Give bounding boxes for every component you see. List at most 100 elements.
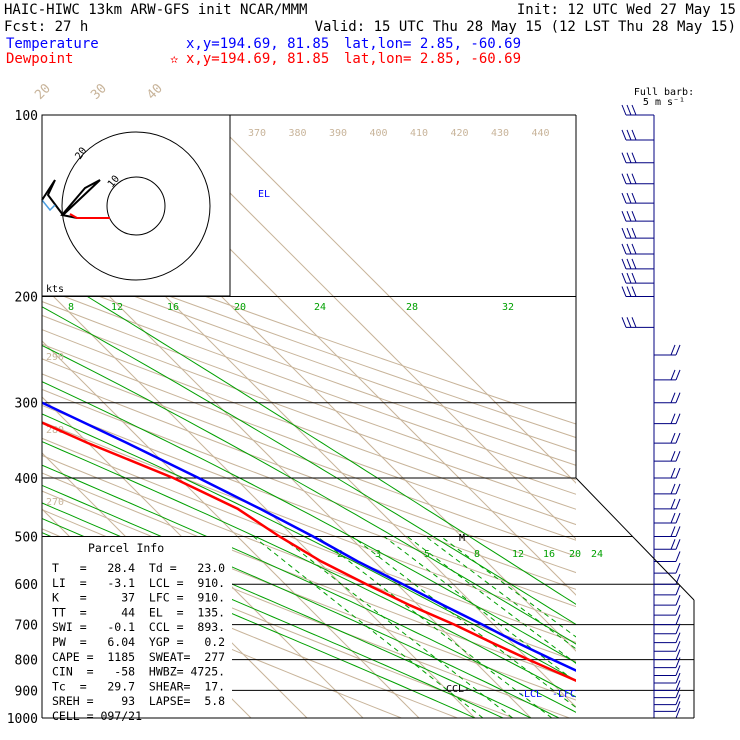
wind-barb-feather <box>626 152 632 163</box>
wind-barb-feather <box>670 432 676 444</box>
pressure-tick-label: 1000 <box>7 712 38 727</box>
parcel-info-box: Parcel Info T = 28.4 Td = 23.0LI = -3.1 … <box>42 537 232 723</box>
dry-adiabat-line <box>42 373 576 574</box>
wind-barb-feather <box>626 192 632 204</box>
wind-barb-feather <box>631 192 637 204</box>
wind-barb-feather <box>675 467 681 479</box>
init-time: Init: 12 UTC Wed 27 May 15 <box>517 2 736 18</box>
wind-barb-feather <box>675 680 681 691</box>
lfc-marker-label: -LFC <box>552 689 576 700</box>
theta-label: 380 <box>289 128 307 139</box>
parcel-info-title: Parcel Info <box>88 541 164 555</box>
wind-barb-feather <box>675 623 681 634</box>
wind-barb-feather <box>675 539 681 550</box>
wind-barb-feather <box>631 129 637 141</box>
dewpoint-xy: x,y=194.69, 81.85 <box>186 51 329 67</box>
wind-barb-feather <box>670 512 676 524</box>
wind-barb-feather <box>621 317 627 328</box>
parcel-info-row: SREH = 93 LAPSE= 5.8 <box>52 694 225 708</box>
mixing-ratio-label: 12 <box>111 302 123 313</box>
wind-barb-feather <box>675 498 681 510</box>
level-markers: EL -LCL -LFC CCL- M <box>258 189 576 700</box>
mixing-ratio-label: 8 <box>68 302 74 313</box>
wind-barb-column <box>621 104 681 719</box>
ccl-marker-label: CCL- <box>446 684 470 695</box>
wind-barb-feather <box>675 657 681 668</box>
isotherm-label: 40 <box>144 81 166 103</box>
wind-barb-feather <box>631 227 637 239</box>
wind-barb-feather <box>675 649 681 660</box>
wind-barb-feather <box>675 584 681 596</box>
wind-barb-feather <box>670 392 676 403</box>
wind-barb-feather <box>675 672 681 684</box>
wind-barb-feather <box>626 129 632 141</box>
pressure-tick-label: 100 <box>15 109 38 124</box>
wind-barb-feather <box>621 227 627 239</box>
wind-barb-feather <box>621 258 627 270</box>
mixing-ratio-label: 2 <box>337 549 343 560</box>
pressure-tick-label: 800 <box>15 654 38 669</box>
wind-barb-feather <box>631 272 637 284</box>
wind-barb-feather <box>670 450 676 462</box>
dry-adiabat-line <box>42 274 576 466</box>
parcel-info-row: Tc = 29.7 SHEAR= 17. <box>52 679 225 693</box>
wind-barb-feather <box>621 152 627 163</box>
parcel-info-row: PW = 6.04 YGP = 0.2 <box>52 635 225 649</box>
dry-adiabat-line <box>42 421 576 625</box>
wind-barb-feather <box>670 369 676 381</box>
pressure-tick-label: 500 <box>15 530 38 545</box>
mixing-ratio-line <box>406 536 576 664</box>
dry-adiabat-line <box>42 343 576 541</box>
barb-legend-unit: 5 m s⁻¹ <box>643 97 685 108</box>
isotherm-line <box>42 396 364 718</box>
dewpoint-legend-label: Dewpoint <box>6 51 73 67</box>
mixing-ratio-line <box>383 536 576 683</box>
wind-barb-feather <box>670 413 676 424</box>
dewpoint-latlon: lat,lon= 2.85, -60.69 <box>344 51 521 67</box>
isotherm-line <box>42 340 420 718</box>
wind-barb-feather <box>670 526 676 537</box>
hodograph-units: kts <box>46 284 64 295</box>
wind-barb-feather <box>621 210 627 222</box>
parcel-info-row: SWI = -0.1 CCL = 893. <box>52 620 225 634</box>
theta-label: 280 <box>46 425 64 436</box>
wind-barb-feather <box>675 432 681 444</box>
wind-barb-feather <box>675 665 681 676</box>
wind-barb-feather <box>675 551 681 562</box>
dry-adiabat-line <box>42 388 576 590</box>
el-marker-label: EL <box>258 189 270 200</box>
isotherm-label: 20 <box>32 81 54 103</box>
pressure-tick-label: 200 <box>15 291 38 306</box>
wind-barb-feather <box>626 227 632 239</box>
wind-barb-feather <box>675 687 681 698</box>
temperature-xy: x,y=194.69, 81.85 <box>186 36 329 52</box>
hodograph-low-trace <box>69 213 110 219</box>
wind-barb-feather <box>626 258 632 270</box>
wind-barb-feather <box>675 344 681 356</box>
wind-barb-feather <box>631 317 637 328</box>
isotherm-line <box>151 115 576 540</box>
wind-barb-feather <box>675 369 681 381</box>
parcel-info-row: TT = 44 EL = 135. <box>52 605 225 619</box>
mixing-ratio-label: 20 <box>569 549 581 560</box>
wind-barb-feather <box>631 286 637 297</box>
pressure-tick-labels: 100 200 300 400 500 600 700 800 900 1000 <box>7 109 38 727</box>
mixing-ratio-line <box>352 536 576 709</box>
wind-barb-feather <box>670 483 676 495</box>
pressure-tick-label: 300 <box>15 397 38 412</box>
wind-barb-feather <box>621 272 627 284</box>
wind-barb-feather <box>675 413 681 424</box>
mixing-ratio-label: 12 <box>512 549 524 560</box>
theta-label: 440 <box>532 128 550 139</box>
theta-label: 410 <box>410 128 428 139</box>
parcel-info-row: CAPE = 1185 SWEAT= 277 <box>52 650 225 664</box>
lcl-marker-label: -LCL <box>518 689 542 700</box>
temperature-legend-label: Temperature <box>6 36 99 52</box>
isotherm-label: 30 <box>88 81 110 103</box>
mixing-ratio-line <box>440 536 576 638</box>
wind-barb-feather <box>626 272 632 284</box>
mixing-ratio-label: 8 <box>474 549 480 560</box>
parcel-info-row: T = 28.4 Td = 23.0 <box>52 561 225 575</box>
wind-barb-feather <box>670 467 676 479</box>
wind-barb-feather <box>675 512 681 524</box>
